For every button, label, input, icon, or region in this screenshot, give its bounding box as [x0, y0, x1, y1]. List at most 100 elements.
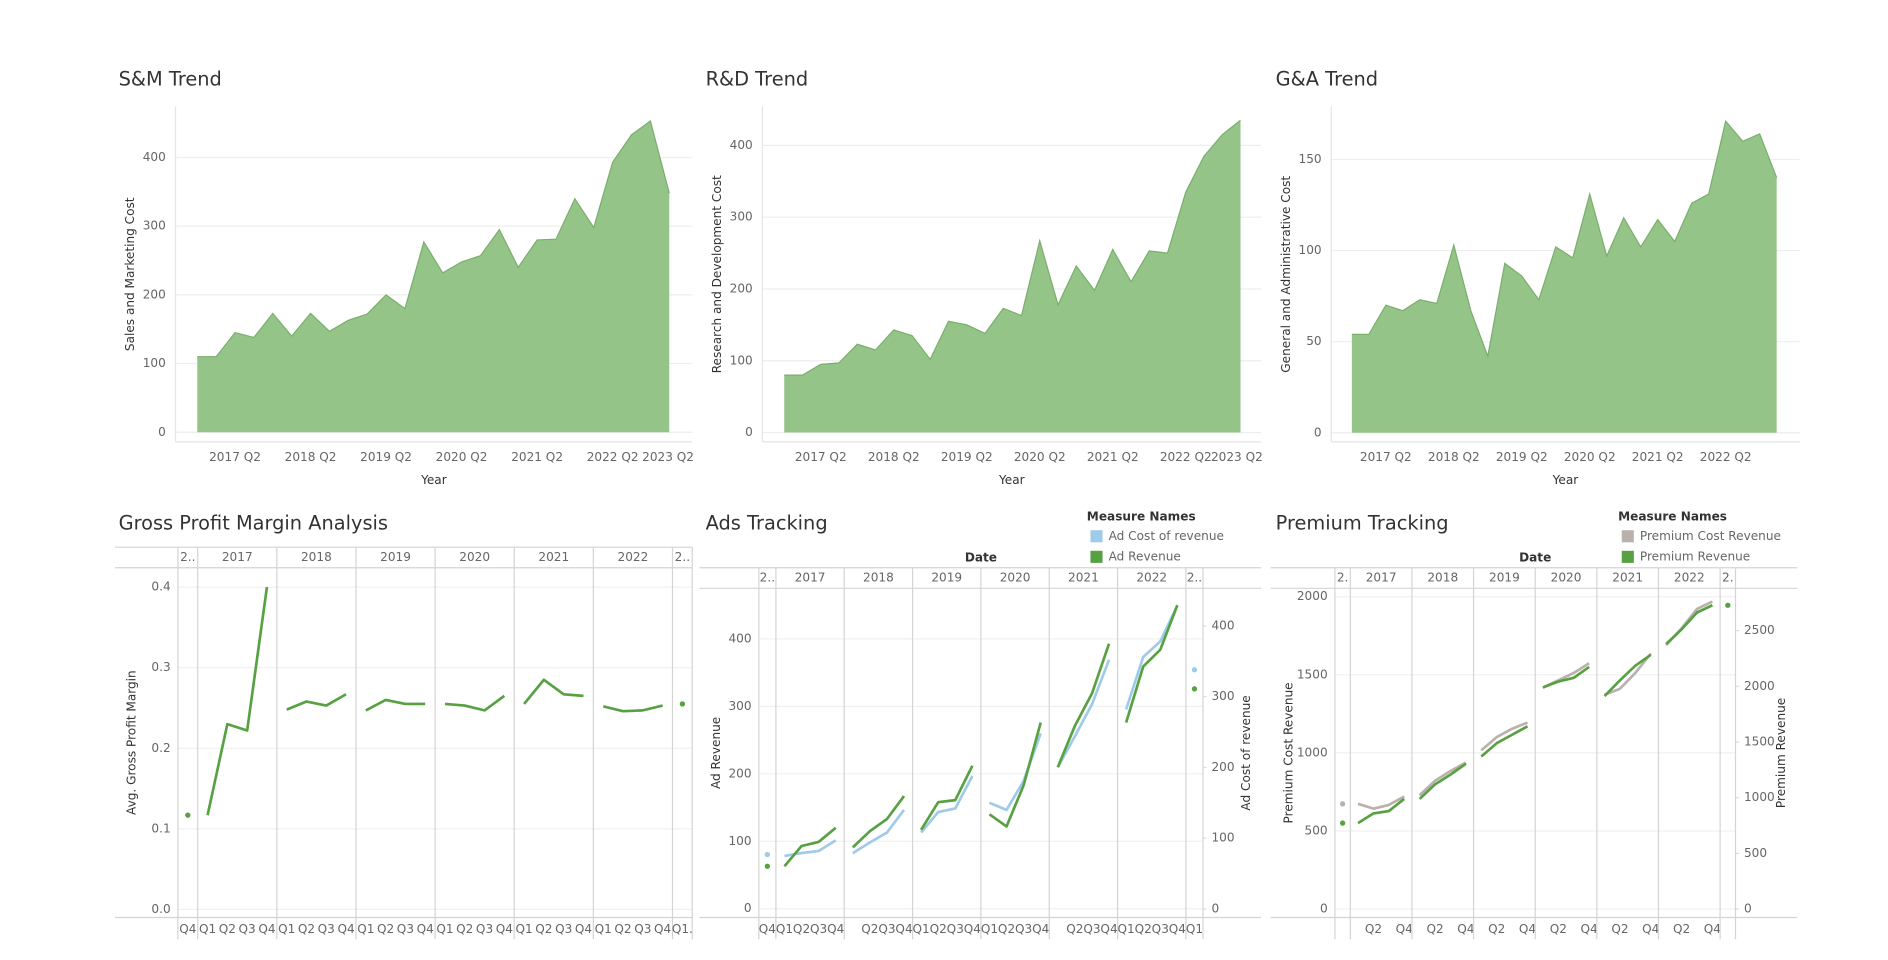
year-label: 2020: [459, 550, 490, 564]
x-tick-label: 2017 Q2: [1360, 450, 1412, 464]
quarter-label: Q1: [776, 922, 793, 936]
legend-title: Measure Names: [1618, 509, 1727, 523]
series-line: [919, 765, 974, 831]
quarter-label: Q4: [827, 922, 845, 936]
year-label: 2..: [1187, 571, 1202, 585]
year-label: 2022: [1674, 571, 1705, 585]
quarter-label: Q2: [1550, 922, 1567, 936]
series-line: [286, 693, 347, 711]
x-tick-label: 2023 Q2: [1211, 450, 1263, 464]
series-line: [1603, 653, 1652, 697]
quarter-label: Q1: [981, 922, 998, 936]
x-tick-label: 2022 Q2: [1160, 450, 1212, 464]
y-tick-label: 300: [728, 699, 751, 713]
quarter-label: Q3: [634, 922, 651, 936]
point: [764, 851, 771, 858]
quarter-label: Q2: [930, 922, 947, 936]
chart-title: S&M Trend: [119, 68, 222, 91]
header-title: Date: [965, 551, 997, 565]
year-label: 2021: [1612, 571, 1643, 585]
y2-tick-label: 100: [1211, 831, 1234, 845]
quarter-label: Q4: [895, 922, 913, 936]
y-tick-label: 0: [1320, 902, 1328, 916]
series-line: [1124, 604, 1179, 710]
quarter-label: Q4: [337, 922, 355, 936]
point: [1191, 686, 1198, 692]
year-label: 2..: [675, 550, 690, 564]
y-tick-label: 150: [1299, 152, 1322, 166]
y2-tick-label: 500: [1744, 846, 1767, 860]
quarter-label: Q2: [998, 922, 1015, 936]
quarter-label: Q2: [1135, 922, 1152, 936]
chart-title: Premium Tracking: [1276, 512, 1449, 535]
series-line: [920, 775, 974, 834]
quarter-label: Q2: [1488, 922, 1505, 936]
year-label: 2017: [1366, 571, 1397, 585]
series-line: [1418, 761, 1467, 797]
x-tick-label: 2023 Q2: [642, 450, 694, 464]
quarter-label: Q1: [1186, 922, 1203, 936]
y-tick-label: 100: [730, 353, 753, 367]
point: [1725, 602, 1731, 608]
quarter-label: Q4: [1032, 922, 1050, 936]
y-tick-label: 2000: [1297, 589, 1328, 603]
quarter-label: Q3: [397, 922, 414, 936]
area-edge: [1351, 119, 1778, 359]
y-tick-label: 200: [730, 281, 753, 295]
chart-title: Gross Profit Margin Analysis: [119, 512, 388, 535]
series-line: [852, 809, 906, 855]
point: [764, 863, 771, 869]
series-line: [851, 795, 906, 849]
quarter-label: Q4: [1642, 922, 1660, 936]
y-tick-label: 200: [143, 287, 166, 301]
legend-swatch: [1621, 550, 1634, 563]
y2-axis-title: Premium Revenue: [1774, 698, 1788, 808]
quarter-label: Q2: [1611, 922, 1628, 936]
series-line: [1542, 665, 1590, 689]
series-line: [783, 826, 837, 868]
y-tick-label: 0.0: [151, 902, 170, 916]
quarter-label: Q1: [278, 922, 295, 936]
quarter-label: Q2: [298, 922, 315, 936]
year-label: 2017: [795, 571, 826, 585]
quarter-label: Q4: [964, 922, 982, 936]
y-tick-label: 0.1: [151, 821, 170, 835]
x-tick-label: 2020 Q2: [436, 450, 488, 464]
year-label: 2022: [618, 550, 649, 564]
chart-title: G&A Trend: [1276, 68, 1378, 91]
series-line: [1056, 659, 1111, 769]
y-axis-title: General and Administrative Cost: [1279, 176, 1293, 373]
x-tick-label: 2020 Q2: [1014, 450, 1066, 464]
header-title: Date: [1519, 551, 1551, 565]
year-label: 2018: [301, 550, 332, 564]
y-tick-label: 0: [744, 901, 752, 915]
y-tick-label: 0: [745, 425, 753, 439]
quarter-label: Q4: [1457, 922, 1475, 936]
y2-tick-label: 0: [1744, 902, 1752, 916]
quarter-label: Q1: [436, 922, 453, 936]
quarter-label: Q2: [793, 922, 810, 936]
year-label: 2020: [1000, 571, 1031, 585]
y-axis-title: Premium Cost Revenue: [1281, 682, 1295, 823]
quarter-label: Q4: [1704, 922, 1722, 936]
quarter-label: Q1: [595, 922, 612, 936]
quarter-label: Q4: [1100, 922, 1118, 936]
x-tick-label: 2021 Q2: [1632, 450, 1684, 464]
quarter-label: Q4: [1581, 922, 1599, 936]
year-label: 2021: [538, 550, 569, 564]
area-fill: [197, 121, 670, 433]
y2-tick-label: 400: [1211, 618, 1234, 632]
y-tick-label: 0.2: [151, 741, 170, 755]
quarter-label: Q2: [377, 922, 394, 936]
y-tick-label: 0: [158, 425, 166, 439]
area-edge: [784, 119, 1241, 376]
quarter-label: Q4: [179, 922, 197, 936]
point: [679, 701, 686, 707]
quarter-label: Q2: [1426, 922, 1443, 936]
year-label: 2019: [380, 550, 411, 564]
year-label: 2.: [1337, 571, 1349, 585]
point: [1339, 820, 1346, 826]
quarter-label: Q1: [1118, 922, 1135, 936]
y2-tick-label: 200: [1211, 760, 1234, 774]
legend-swatch: [1090, 530, 1103, 543]
